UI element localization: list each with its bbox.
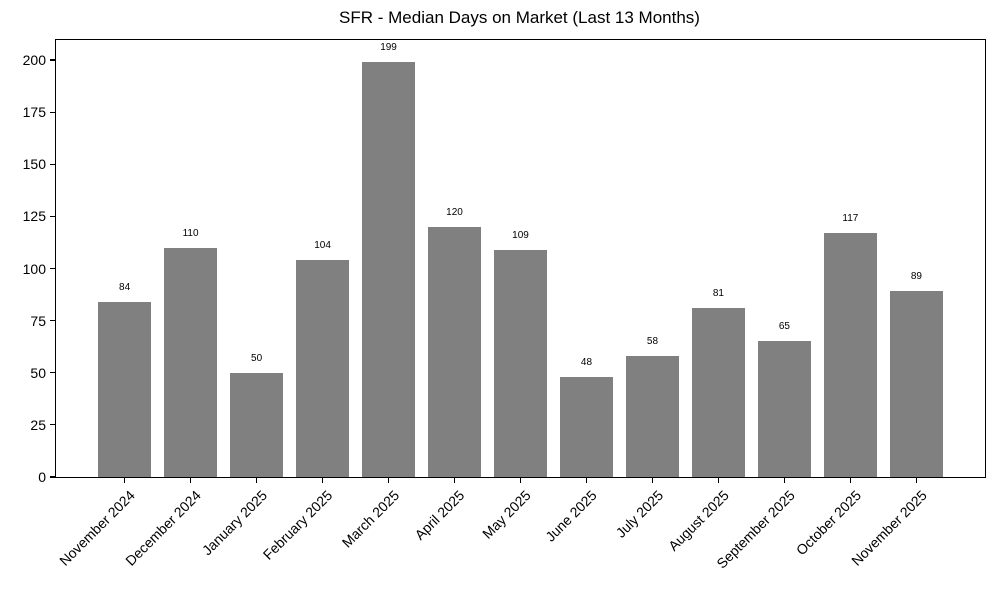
x-tick-label: October 2025 (792, 487, 864, 559)
y-tick-label: 125 (22, 208, 46, 225)
x-tick-label: March 2025 (338, 487, 402, 551)
plot-area: 0 25 50 75 100 125 150 175 200 84 November 2024 110… (23, 39, 986, 572)
x-tick-label: January 2025 (198, 487, 270, 559)
bar (692, 308, 745, 477)
x-tick-mark (915, 478, 917, 484)
bar (560, 376, 613, 477)
bar-value-label: 65 (778, 321, 790, 333)
bar (758, 341, 811, 477)
y-tick-mark (50, 476, 55, 478)
y-tick-mark (50, 372, 55, 374)
x-tick-label: February 2025 (260, 487, 336, 563)
x-tick-label: July 2025 (612, 487, 666, 541)
y-tick-label: 150 (22, 156, 46, 173)
y-tick-mark (50, 215, 55, 217)
bar (626, 356, 679, 477)
bar-value-label: 84 (119, 281, 131, 293)
y-tick-label: 25 (30, 416, 46, 433)
bar-value-label: 104 (314, 240, 331, 252)
bar (230, 372, 283, 477)
y-tick-mark (50, 111, 55, 113)
bar-value-label: 199 (380, 42, 397, 54)
y-tick-mark (50, 424, 55, 426)
bar (428, 226, 481, 477)
bar (889, 291, 943, 477)
x-tick-mark (849, 478, 851, 484)
bar-value-label: 89 (910, 271, 922, 283)
y-tick-label: 175 (22, 104, 46, 121)
bar-value-label: 48 (580, 356, 593, 368)
x-tick-mark (651, 478, 654, 484)
x-tick-mark (124, 478, 126, 484)
x-tick-label: June 2025 (542, 487, 600, 545)
x-tick-label: August 2025 (664, 487, 732, 554)
bar-value-label: 50 (251, 352, 263, 364)
bar (362, 62, 415, 477)
y-tick-label: 75 (30, 312, 46, 329)
y-tick-mark (50, 59, 55, 61)
x-tick-mark (717, 478, 720, 484)
y-tick-mark (50, 320, 55, 322)
bar-value-label: 110 (182, 227, 199, 239)
bar (824, 233, 877, 477)
bar (494, 249, 547, 477)
bar-value-label: 117 (842, 213, 859, 225)
x-tick-label: May 2025 (479, 487, 534, 542)
bar-value-label: 109 (512, 229, 529, 241)
bar (296, 260, 349, 477)
x-tick-mark (585, 478, 588, 484)
y-tick-label: 50 (30, 364, 46, 381)
x-tick-mark (387, 478, 390, 484)
bar (98, 301, 151, 477)
y-tick-mark (50, 267, 55, 270)
bar-value-label: 81 (712, 288, 724, 300)
x-tick-mark (453, 478, 456, 484)
x-tick-mark (519, 478, 522, 484)
x-tick-mark (321, 478, 324, 484)
x-tick-mark (255, 478, 258, 484)
y-tick-label: 0 (38, 469, 46, 485)
bar-value-label: 58 (646, 336, 659, 348)
y-tick-label: 100 (22, 260, 46, 277)
x-tick-mark (783, 478, 785, 484)
bar-value-label: 120 (446, 206, 463, 218)
bar (164, 247, 217, 477)
x-tick-mark (189, 478, 192, 484)
x-tick-label: April 2025 (411, 487, 468, 543)
y-tick-mark (50, 163, 55, 165)
y-tick-label: 200 (22, 52, 46, 68)
chart-title: SFR - Median Days on Market (Last 13 Mon… (339, 8, 700, 27)
